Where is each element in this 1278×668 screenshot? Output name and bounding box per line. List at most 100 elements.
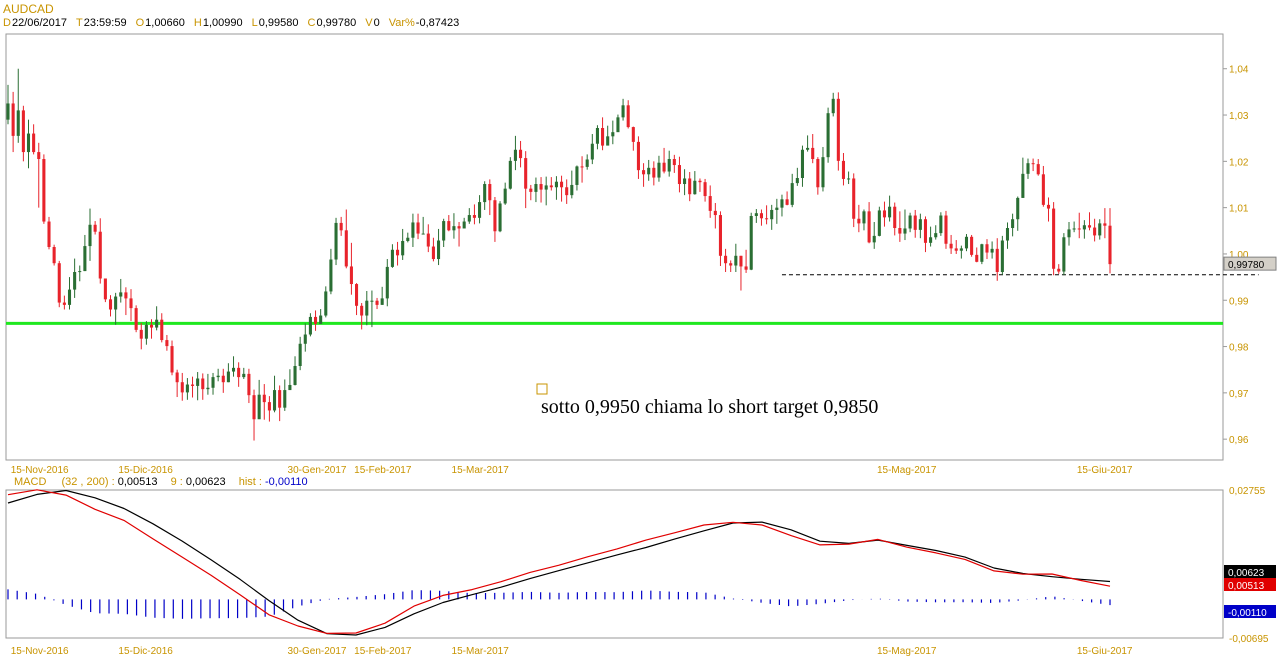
- candle-body: [508, 160, 512, 189]
- candle: [380, 286, 384, 305]
- candle: [816, 157, 820, 195]
- candle-body: [467, 215, 471, 222]
- candle-body: [677, 165, 681, 185]
- candle-body: [57, 263, 61, 303]
- candle-body: [32, 133, 36, 153]
- signal-line: [7, 489, 1111, 636]
- candle: [606, 125, 610, 146]
- candle-body: [47, 221, 51, 247]
- candle-body: [375, 300, 379, 305]
- ohlc-value: 23:59:59: [83, 17, 127, 29]
- candle: [88, 208, 92, 261]
- ohlc-key: O: [135, 17, 145, 29]
- candle: [139, 322, 143, 350]
- candle: [144, 321, 148, 345]
- candle: [47, 216, 51, 250]
- candle: [718, 211, 722, 266]
- signal-period: 9: [170, 476, 177, 488]
- candle: [442, 218, 446, 247]
- candle-body: [770, 209, 774, 220]
- candle-body: [308, 316, 312, 335]
- candle-body: [970, 236, 974, 255]
- candle-body: [472, 215, 476, 218]
- candle-body: [775, 207, 779, 210]
- candle-body: [42, 159, 46, 222]
- candle: [534, 177, 538, 203]
- candle: [462, 217, 466, 229]
- candle-body: [103, 278, 107, 300]
- ohlc-value: 22/06/2017: [11, 17, 68, 29]
- candle: [365, 290, 369, 326]
- candle: [893, 202, 897, 236]
- candle-body: [585, 159, 589, 167]
- candle: [944, 210, 948, 249]
- candle: [672, 154, 676, 173]
- candle-body: [155, 319, 159, 328]
- candle: [1016, 196, 1020, 231]
- candle: [913, 209, 917, 238]
- candle: [990, 241, 994, 259]
- macd-line: [7, 489, 1111, 634]
- candle: [585, 154, 589, 170]
- last-price-box: [1223, 256, 1277, 271]
- candle: [765, 205, 769, 225]
- candle-body: [380, 298, 384, 305]
- candle-body: [1026, 163, 1030, 174]
- candle: [472, 204, 476, 225]
- candle: [1072, 221, 1076, 233]
- candle-body: [93, 224, 97, 232]
- candle: [149, 319, 154, 339]
- price-x-tick: 30-Gen-2017: [288, 465, 347, 476]
- candle: [1005, 222, 1010, 249]
- candle-body: [795, 178, 799, 184]
- candle-body: [324, 291, 328, 316]
- candle-body: [893, 206, 897, 229]
- annotation-marker[interactable]: [536, 383, 548, 395]
- candle-body: [298, 343, 302, 367]
- candle-body: [985, 244, 989, 253]
- candle: [1052, 202, 1056, 276]
- candle-body: [83, 246, 87, 272]
- candle-body: [995, 248, 999, 273]
- candle-body: [216, 375, 220, 378]
- candle: [385, 259, 389, 307]
- price-y-tick: 0,96: [1229, 435, 1249, 446]
- candle: [934, 225, 938, 240]
- candle-body: [196, 378, 200, 386]
- candle: [313, 310, 318, 331]
- price-y-tick: 1,00: [1229, 250, 1249, 261]
- candle-body: [519, 149, 523, 159]
- candle: [124, 287, 128, 316]
- candle-body: [877, 210, 881, 236]
- price-y-tick: 0,97: [1229, 389, 1249, 400]
- candle: [452, 213, 456, 239]
- candle-body: [303, 334, 307, 344]
- candle: [1098, 219, 1102, 240]
- candle-body: [406, 237, 410, 241]
- candle-body: [642, 170, 646, 175]
- candle-body: [416, 222, 420, 234]
- candle-body: [262, 394, 266, 403]
- candle-body: [529, 188, 533, 192]
- candle: [954, 240, 958, 254]
- candle-body: [1062, 237, 1066, 272]
- candle: [964, 234, 969, 252]
- candle: [877, 206, 881, 237]
- candle: [770, 204, 774, 230]
- candle: [575, 165, 579, 191]
- candle: [231, 356, 236, 377]
- candle-body: [426, 233, 430, 247]
- candle-body: [201, 378, 205, 390]
- candle-body: [852, 178, 856, 219]
- candle: [355, 283, 359, 316]
- ohlc-key: Var%: [388, 17, 415, 29]
- candle: [206, 373, 210, 395]
- price-y-tick: 1,02: [1229, 157, 1249, 168]
- candle: [242, 367, 246, 379]
- candle-body: [16, 110, 20, 136]
- ohlc-readout: D22/06/2017 T23:59:59 O1,00660 H1,00990 L0,9…: [3, 17, 459, 29]
- candle-body: [626, 105, 630, 128]
- candle-body: [267, 402, 271, 411]
- ohlc-key: V: [365, 17, 373, 29]
- candle: [636, 136, 640, 179]
